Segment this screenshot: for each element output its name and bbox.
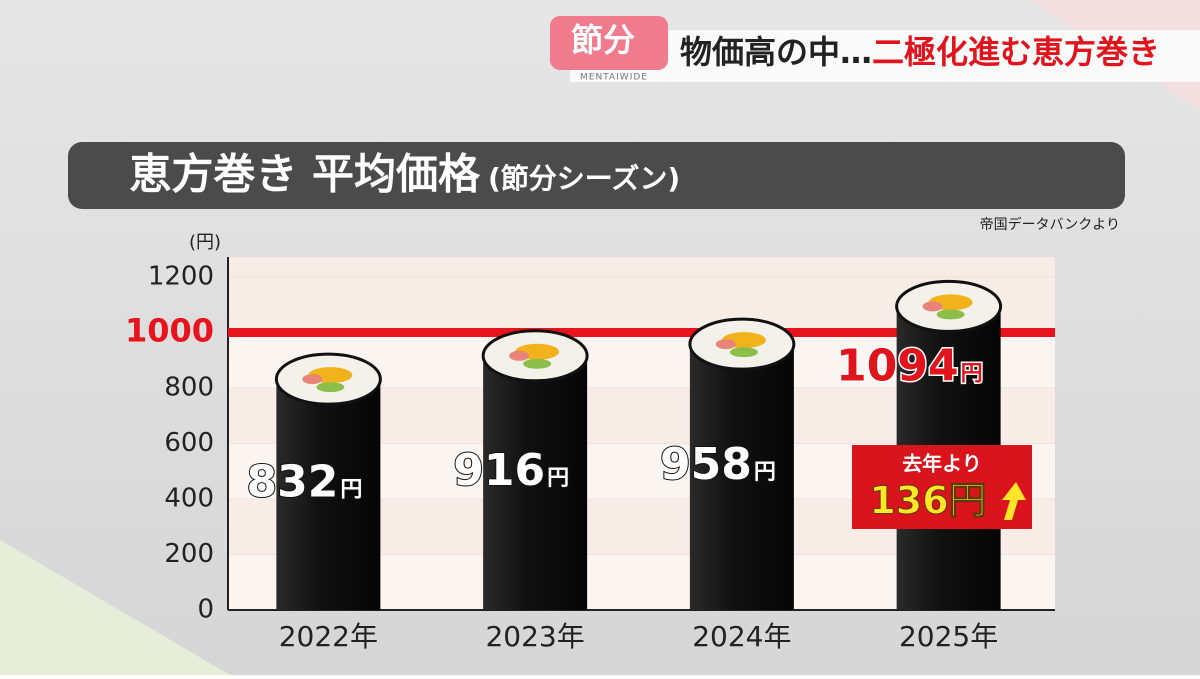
headline: 二極化進む恵方巻き [872,33,1160,71]
y-tick-label: 200 [164,539,214,569]
title-bar [68,142,1125,209]
filling [523,358,552,369]
up-arrow [1002,482,1026,520]
value-label: 832 [247,457,339,508]
y-tick-label: 0 [197,595,214,625]
filling [302,374,323,385]
value-label: 958 [660,439,752,490]
decor [0,540,230,675]
x-tick-label: 2022年 [279,620,378,653]
annotation-text: 去年より [902,452,982,476]
annotation: 去年より 136円 [852,445,1032,529]
bar [276,379,381,610]
sushi-roll: 958 円 [659,317,796,610]
chart-title: 恵方巻き 平均価格 [129,150,481,199]
value-unit: 円 [340,478,362,503]
value-unit: 円 [754,460,776,485]
y-tick-label: 600 [164,428,214,458]
filling [715,339,736,350]
chart-subtitle: (節分シーズン) [488,162,680,195]
headline: 物価高の中… [680,33,872,71]
header-bar [570,30,1200,82]
filling [922,301,943,312]
filling [509,350,530,361]
annotation-box [852,445,1032,529]
x-tick-label: 2023年 [485,620,584,653]
x-tick-label: 2024年 [692,620,791,653]
sushi-roll: 916 円 [452,329,589,610]
bar [689,344,794,610]
y-tick-label: 400 [164,484,214,514]
source: 帝国データバンクより [980,216,1120,233]
sushi-roll: 1094 円 [835,279,1003,610]
badge [550,16,668,70]
bar [483,355,588,610]
y-axis-label: (円) [189,232,221,253]
x-tick-label: 2025年 [899,620,998,653]
sushi-roll: 832 円 [246,352,382,610]
y-tick-label: 1000 [125,312,214,350]
value-unit: 円 [547,466,569,491]
value-label: 1094 [836,340,958,391]
y-tick-label: 800 [164,373,214,403]
value-label: 916 [453,445,545,496]
y-tick-label: 1200 [148,262,214,292]
value-unit: 円 [961,361,983,386]
brand: MENTAIWIDE [580,73,648,83]
badge-text: 節分 [571,21,635,59]
filling [316,382,345,393]
filling [936,309,965,320]
annotation-value: 136円 [869,479,986,523]
filling [729,347,758,358]
